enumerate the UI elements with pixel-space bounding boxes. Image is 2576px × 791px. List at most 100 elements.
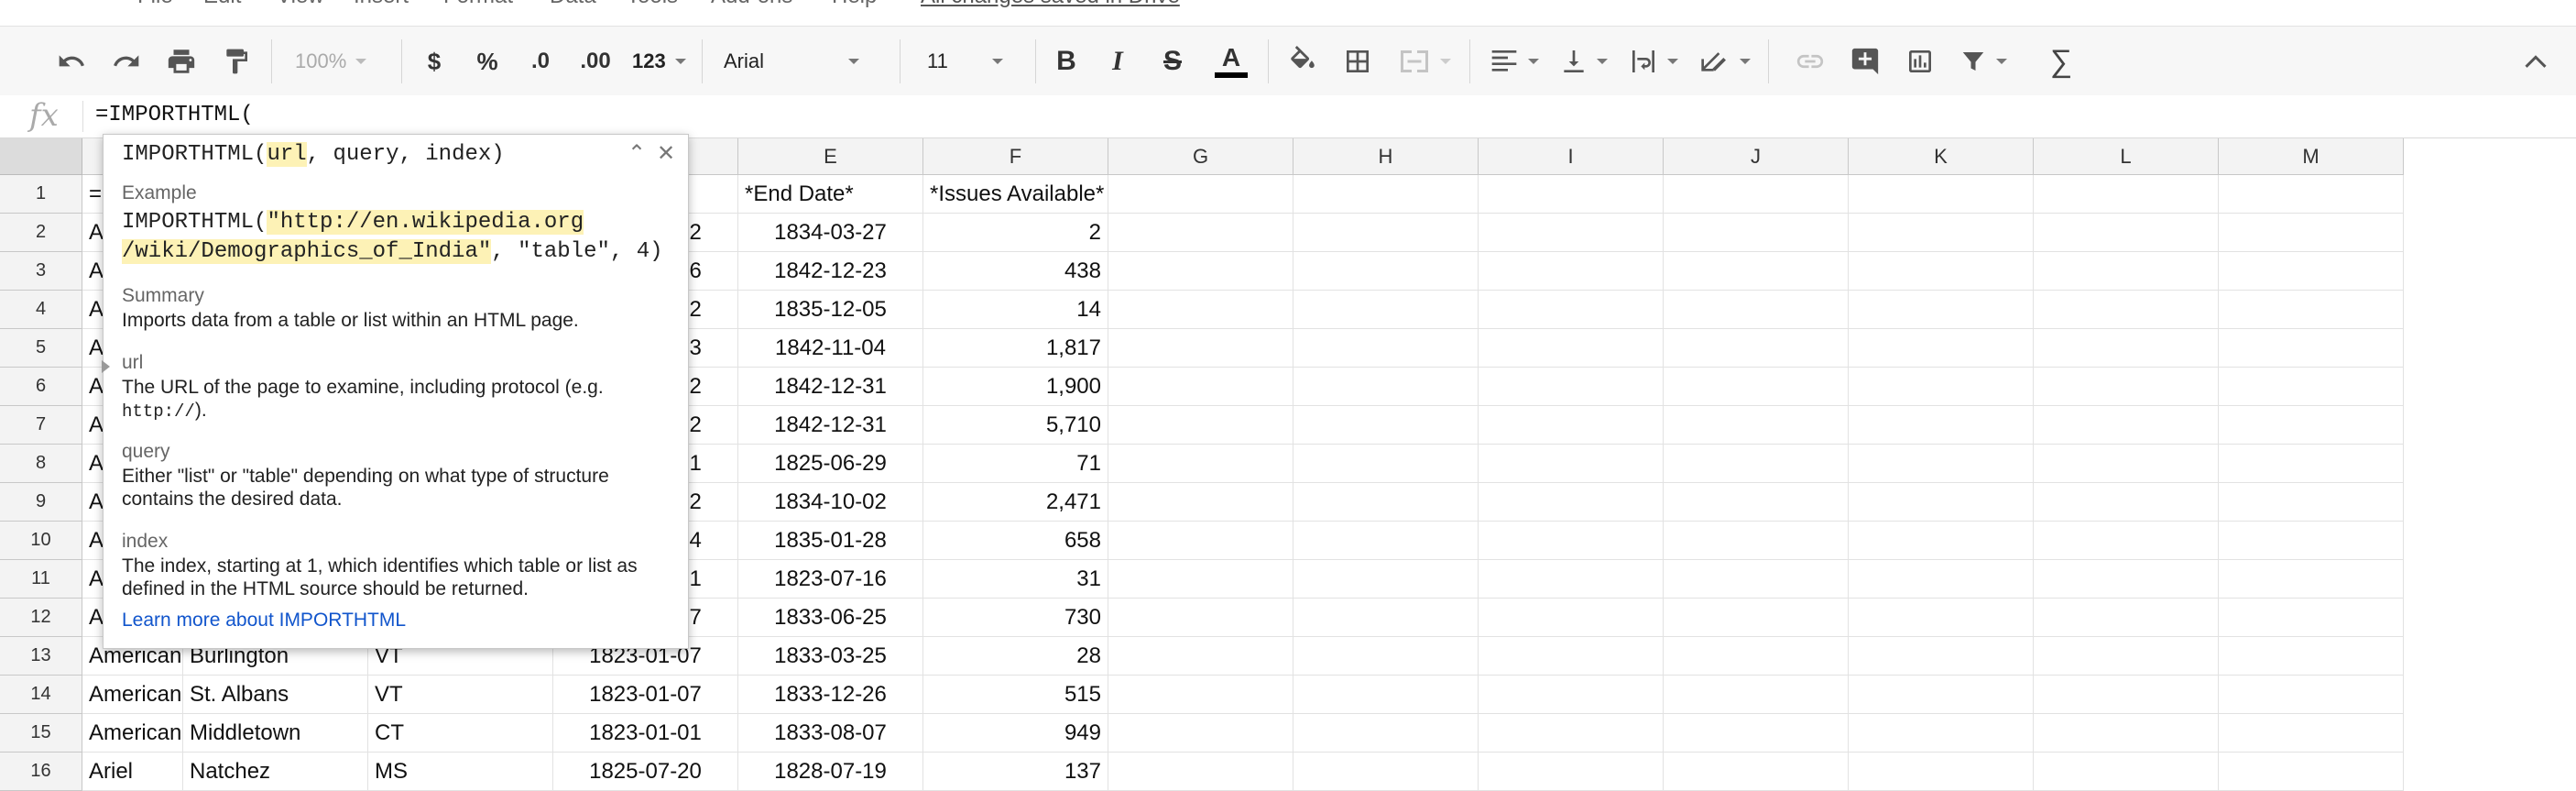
table-cell[interactable]: [1849, 175, 2034, 214]
table-cell[interactable]: [2034, 676, 2219, 714]
table-cell[interactable]: [1108, 753, 1293, 791]
table-cell[interactable]: [2219, 291, 2404, 329]
table-cell[interactable]: [1664, 522, 1849, 560]
row-header[interactable]: 9: [0, 483, 82, 522]
row-header[interactable]: 2: [0, 214, 82, 252]
undo-icon[interactable]: [51, 41, 92, 82]
font-family-select[interactable]: Arial: [724, 41, 879, 82]
column-header[interactable]: K: [1849, 138, 2034, 175]
table-cell[interactable]: MS: [368, 753, 553, 791]
table-cell[interactable]: 1842-12-31: [738, 368, 923, 406]
merge-cells-icon[interactable]: [1392, 41, 1457, 82]
zoom-select[interactable]: 100%: [295, 41, 387, 82]
table-cell[interactable]: 1825-06-29: [738, 445, 923, 483]
column-header[interactable]: J: [1664, 138, 1849, 175]
table-cell[interactable]: *End Date*: [738, 175, 923, 214]
table-cell[interactable]: [2219, 252, 2404, 291]
table-cell[interactable]: [1293, 599, 1479, 637]
row-header[interactable]: 16: [0, 753, 82, 791]
menu-file[interactable]: File: [137, 0, 173, 9]
table-cell[interactable]: 2,471: [923, 483, 1108, 522]
menu-insert[interactable]: Insert: [354, 0, 409, 9]
menu-help[interactable]: Help: [832, 0, 877, 9]
table-cell[interactable]: [1293, 676, 1479, 714]
table-cell[interactable]: [2034, 445, 2219, 483]
table-cell[interactable]: 1823-01-01: [553, 714, 738, 753]
collapse-toolbar-icon[interactable]: [2516, 41, 2556, 82]
table-cell[interactable]: [1293, 522, 1479, 560]
table-cell[interactable]: [1664, 406, 1849, 445]
table-cell[interactable]: [1479, 368, 1664, 406]
table-cell[interactable]: 1833-12-26: [738, 676, 923, 714]
table-cell[interactable]: [1479, 329, 1664, 368]
menu-tools[interactable]: Tools: [627, 0, 678, 9]
table-cell[interactable]: [1664, 714, 1849, 753]
table-cell[interactable]: [2034, 560, 2219, 599]
table-cell[interactable]: CT: [368, 714, 553, 753]
table-cell[interactable]: 1828-07-19: [738, 753, 923, 791]
table-cell[interactable]: 5,710: [923, 406, 1108, 445]
table-cell[interactable]: [1108, 676, 1293, 714]
collapse-help-icon[interactable]: ⌃: [628, 141, 647, 166]
table-cell[interactable]: [1664, 483, 1849, 522]
table-cell[interactable]: [1479, 252, 1664, 291]
paint-format-icon[interactable]: [216, 41, 257, 82]
table-cell[interactable]: [1108, 483, 1293, 522]
table-cell[interactable]: [1108, 406, 1293, 445]
table-cell[interactable]: [1479, 406, 1664, 445]
table-cell[interactable]: Natchez: [183, 753, 368, 791]
table-cell[interactable]: 1835-01-28: [738, 522, 923, 560]
table-cell[interactable]: [1293, 560, 1479, 599]
table-cell[interactable]: [2219, 406, 2404, 445]
row-header[interactable]: 13: [0, 637, 82, 676]
table-cell[interactable]: [2034, 175, 2219, 214]
table-cell[interactable]: *Issues Available*: [923, 175, 1108, 214]
table-cell[interactable]: [1293, 637, 1479, 676]
table-cell[interactable]: [1849, 560, 2034, 599]
table-cell[interactable]: Ariel: [82, 753, 183, 791]
table-cell[interactable]: [1479, 753, 1664, 791]
table-cell[interactable]: 438: [923, 252, 1108, 291]
formula-input[interactable]: =IMPORTHTML(: [95, 103, 254, 127]
decrease-decimal-button[interactable]: .0: [530, 49, 550, 73]
table-cell[interactable]: [2219, 483, 2404, 522]
table-cell[interactable]: [2034, 329, 2219, 368]
table-cell[interactable]: [1849, 252, 2034, 291]
table-cell[interactable]: [2219, 714, 2404, 753]
table-cell[interactable]: [1108, 522, 1293, 560]
table-cell[interactable]: [2034, 291, 2219, 329]
table-cell[interactable]: [1293, 252, 1479, 291]
table-cell[interactable]: [1849, 676, 2034, 714]
text-rotation-icon[interactable]: [1695, 41, 1755, 82]
table-cell[interactable]: [1664, 445, 1849, 483]
bold-button[interactable]: B: [1056, 46, 1076, 76]
table-cell[interactable]: [1479, 714, 1664, 753]
table-cell[interactable]: 1833-08-07: [738, 714, 923, 753]
table-cell[interactable]: 1842-12-31: [738, 406, 923, 445]
table-cell[interactable]: [1293, 714, 1479, 753]
table-cell[interactable]: 1842-11-04: [738, 329, 923, 368]
row-header[interactable]: 3: [0, 252, 82, 291]
table-cell[interactable]: [1108, 291, 1293, 329]
row-header[interactable]: 1: [0, 175, 82, 214]
table-cell[interactable]: [2219, 175, 2404, 214]
row-header[interactable]: 8: [0, 445, 82, 483]
functions-icon[interactable]: ∑: [2049, 43, 2073, 79]
table-cell[interactable]: [1849, 483, 2034, 522]
table-cell[interactable]: [1293, 214, 1479, 252]
table-cell[interactable]: [2034, 637, 2219, 676]
table-cell[interactable]: [2219, 560, 2404, 599]
table-cell[interactable]: 730: [923, 599, 1108, 637]
table-cell[interactable]: [1293, 753, 1479, 791]
row-header[interactable]: 15: [0, 714, 82, 753]
table-cell[interactable]: [1849, 329, 2034, 368]
percent-format-button[interactable]: %: [476, 47, 498, 75]
table-cell[interactable]: [1479, 445, 1664, 483]
row-header[interactable]: 6: [0, 368, 82, 406]
column-header[interactable]: E: [738, 138, 923, 175]
table-cell[interactable]: [1664, 560, 1849, 599]
table-cell[interactable]: 2: [923, 214, 1108, 252]
table-cell[interactable]: 1834-10-02: [738, 483, 923, 522]
increase-decimal-button[interactable]: .00: [580, 49, 611, 73]
italic-button[interactable]: I: [1112, 46, 1123, 76]
